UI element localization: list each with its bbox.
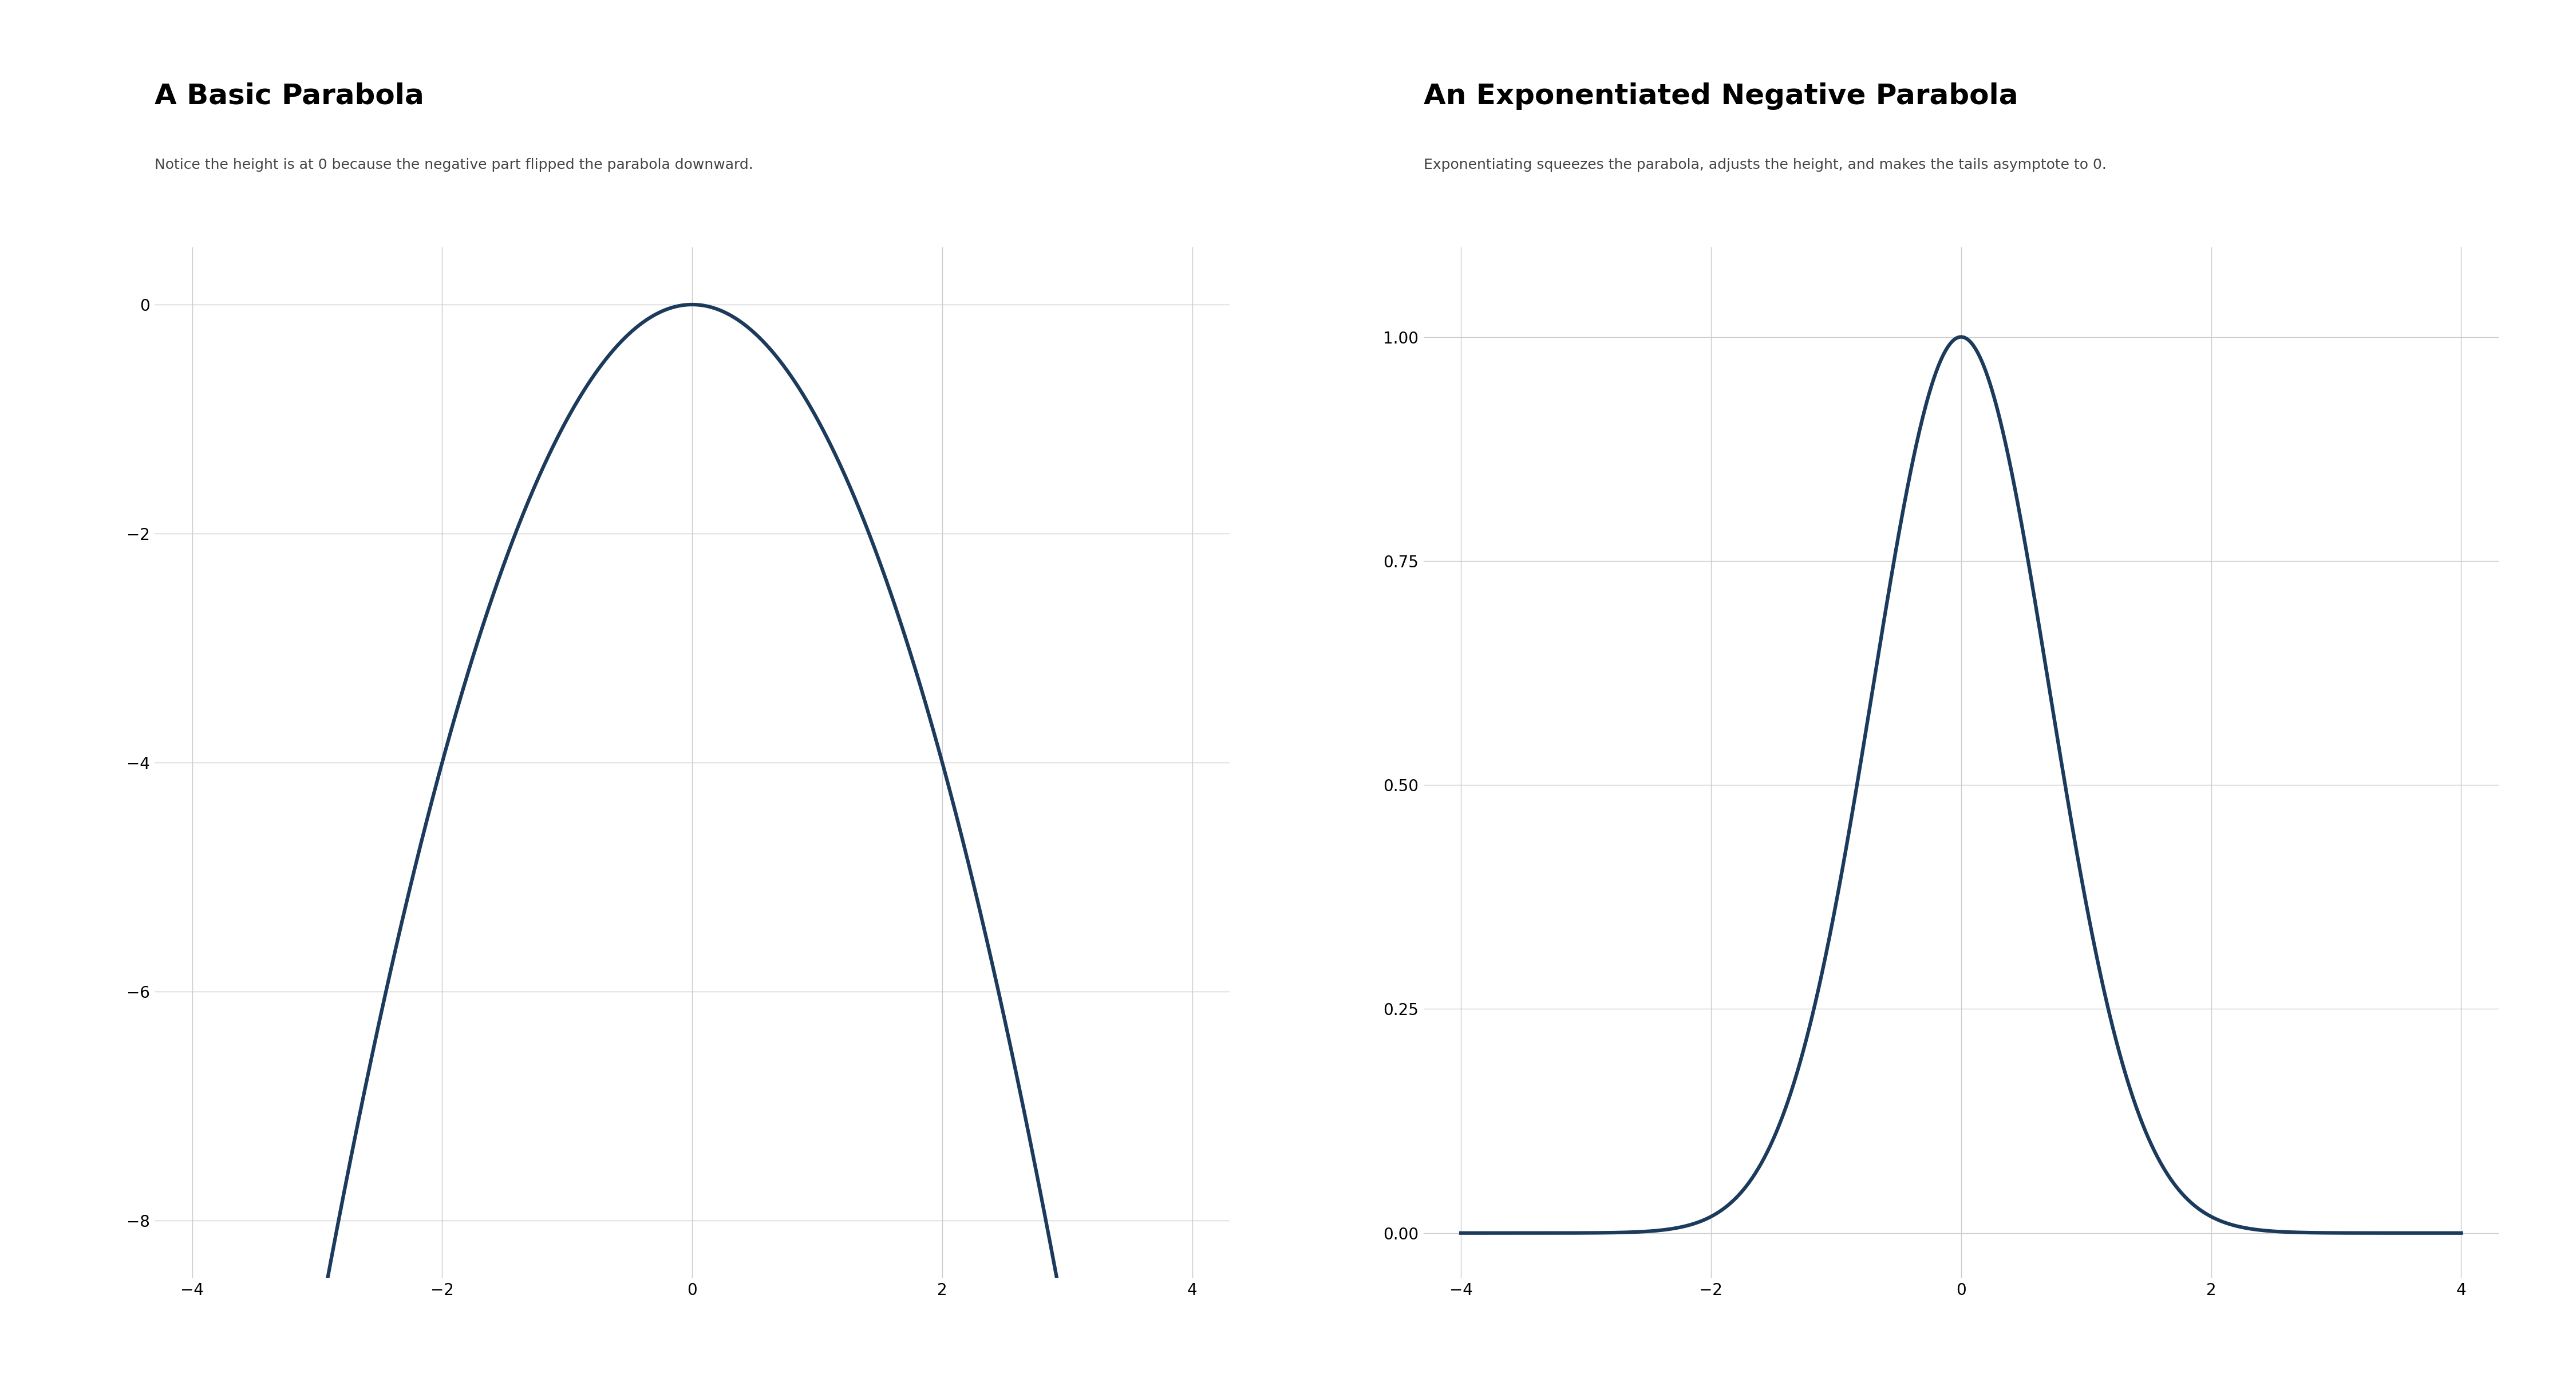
Text: An Exponentiated Negative Parabola: An Exponentiated Negative Parabola (1425, 82, 2017, 110)
Text: Notice the height is at 0 because the negative part flipped the parabola downwar: Notice the height is at 0 because the ne… (155, 158, 752, 172)
Text: A Basic Parabola: A Basic Parabola (155, 82, 425, 110)
Text: Exponentiating squeezes the parabola, adjusts the height, and makes the tails as: Exponentiating squeezes the parabola, ad… (1425, 158, 2107, 172)
